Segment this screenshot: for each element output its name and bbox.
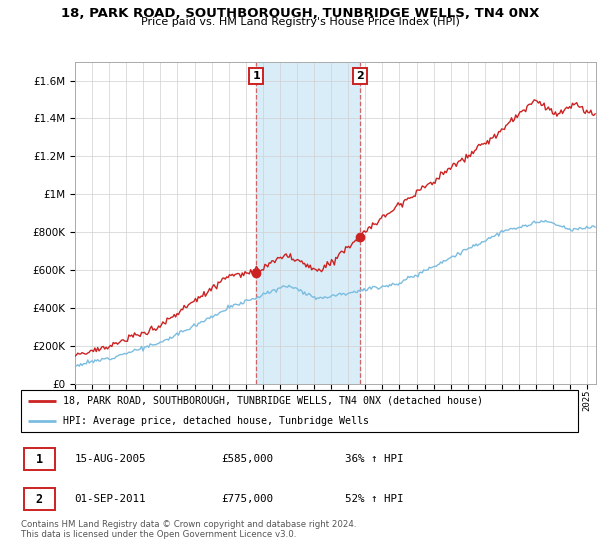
Text: 1: 1 xyxy=(35,452,43,465)
FancyBboxPatch shape xyxy=(21,390,578,432)
Text: 36% ↑ HPI: 36% ↑ HPI xyxy=(345,454,404,464)
Text: 1: 1 xyxy=(253,71,260,81)
Text: £585,000: £585,000 xyxy=(221,454,273,464)
Text: 18, PARK ROAD, SOUTHBOROUGH, TUNBRIDGE WELLS, TN4 0NX (detached house): 18, PARK ROAD, SOUTHBOROUGH, TUNBRIDGE W… xyxy=(63,396,483,406)
FancyBboxPatch shape xyxy=(23,449,55,470)
Text: 01-SEP-2011: 01-SEP-2011 xyxy=(74,494,146,505)
Text: 18, PARK ROAD, SOUTHBOROUGH, TUNBRIDGE WELLS, TN4 0NX: 18, PARK ROAD, SOUTHBOROUGH, TUNBRIDGE W… xyxy=(61,7,539,20)
Text: £775,000: £775,000 xyxy=(221,494,273,505)
Bar xyxy=(256,62,359,384)
Text: HPI: Average price, detached house, Tunbridge Wells: HPI: Average price, detached house, Tunb… xyxy=(63,416,369,426)
Text: 2: 2 xyxy=(35,493,43,506)
Text: Contains HM Land Registry data © Crown copyright and database right 2024.
This d: Contains HM Land Registry data © Crown c… xyxy=(21,520,356,539)
Text: 2: 2 xyxy=(356,71,364,81)
FancyBboxPatch shape xyxy=(23,488,55,510)
Text: 15-AUG-2005: 15-AUG-2005 xyxy=(74,454,146,464)
Text: 52% ↑ HPI: 52% ↑ HPI xyxy=(345,494,404,505)
Text: Price paid vs. HM Land Registry's House Price Index (HPI): Price paid vs. HM Land Registry's House … xyxy=(140,17,460,27)
